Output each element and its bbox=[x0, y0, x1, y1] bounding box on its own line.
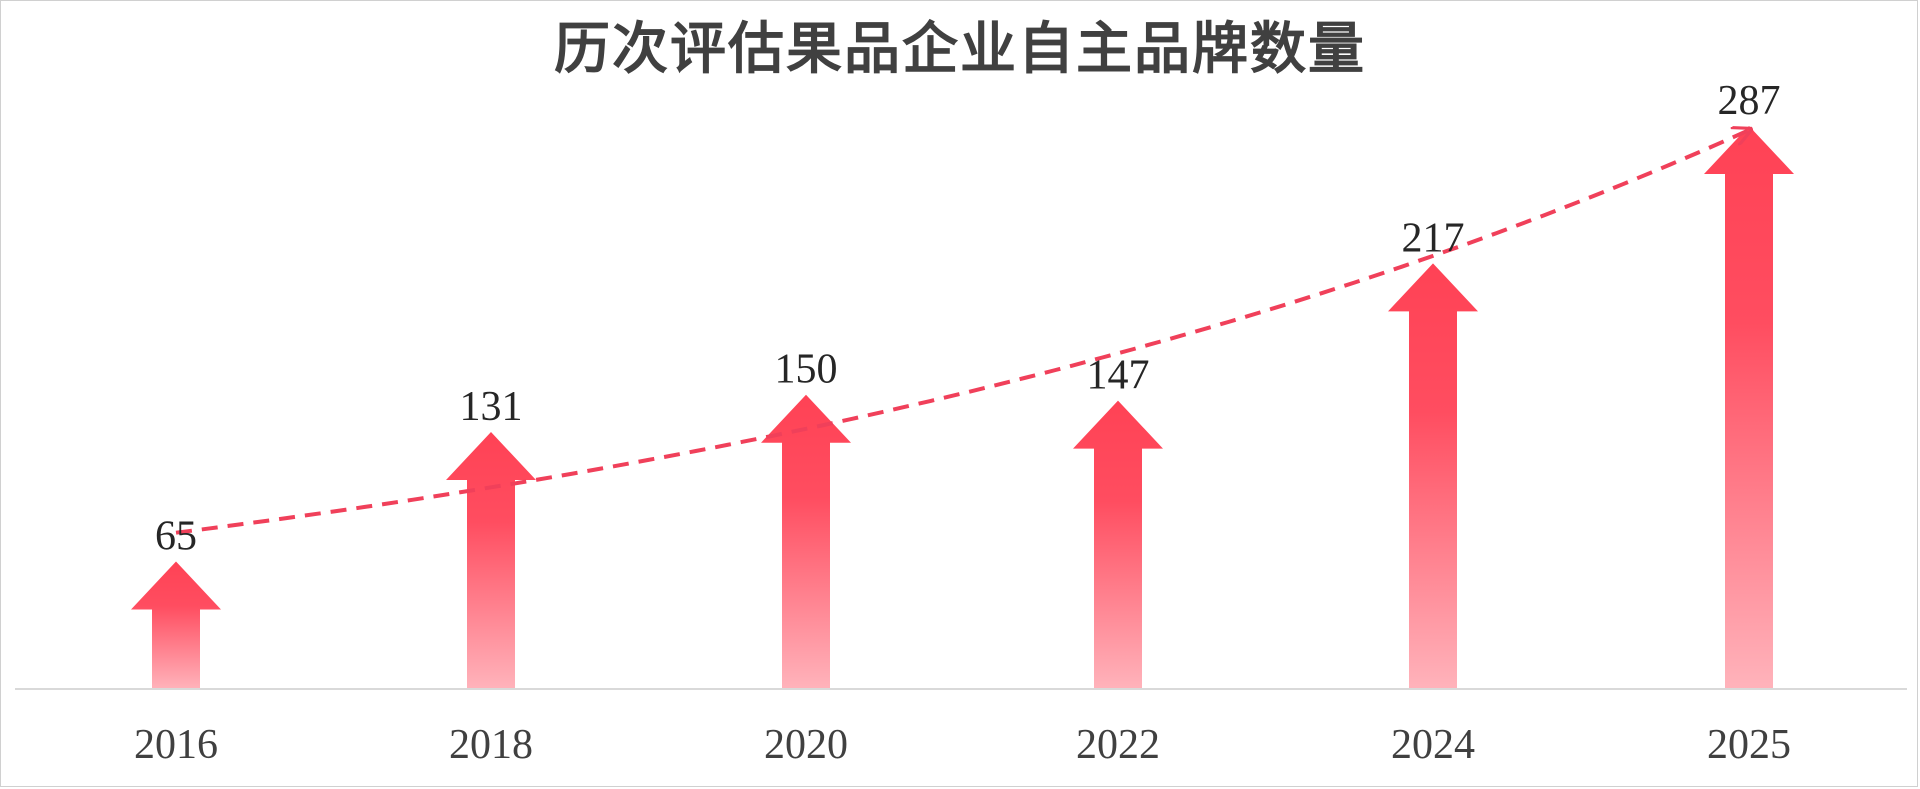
arrow-bars bbox=[131, 126, 1794, 689]
data-label: 65 bbox=[155, 513, 197, 559]
x-tick-label: 2025 bbox=[1707, 722, 1791, 768]
x-tick-label: 2018 bbox=[449, 722, 533, 768]
x-axis-tick-labels: 2016 2018 2020 2022 2024 2025 bbox=[134, 722, 1791, 768]
arrow-bar-2022 bbox=[1073, 400, 1163, 689]
trend-line bbox=[175, 130, 1749, 535]
arrow-bar-2025 bbox=[1704, 126, 1794, 689]
arrow-bar-2024 bbox=[1388, 263, 1478, 689]
data-label: 217 bbox=[1402, 215, 1465, 261]
data-label: 287 bbox=[1718, 78, 1781, 124]
chart-title: 历次评估果品企业自主品牌数量 bbox=[554, 16, 1366, 82]
data-label: 147 bbox=[1087, 353, 1150, 399]
x-tick-label: 2024 bbox=[1391, 722, 1475, 768]
data-label: 150 bbox=[775, 347, 838, 393]
x-tick-label: 2016 bbox=[134, 722, 218, 768]
arrow-bar-2018 bbox=[446, 432, 536, 689]
x-tick-label: 2022 bbox=[1076, 722, 1160, 768]
arrow-bar-2020 bbox=[761, 394, 851, 689]
data-labels: 65 131 150 147 217 287 bbox=[155, 78, 1781, 559]
arrow-bar-2016 bbox=[131, 561, 221, 689]
x-tick-label: 2020 bbox=[764, 722, 848, 768]
data-label: 131 bbox=[460, 384, 523, 430]
